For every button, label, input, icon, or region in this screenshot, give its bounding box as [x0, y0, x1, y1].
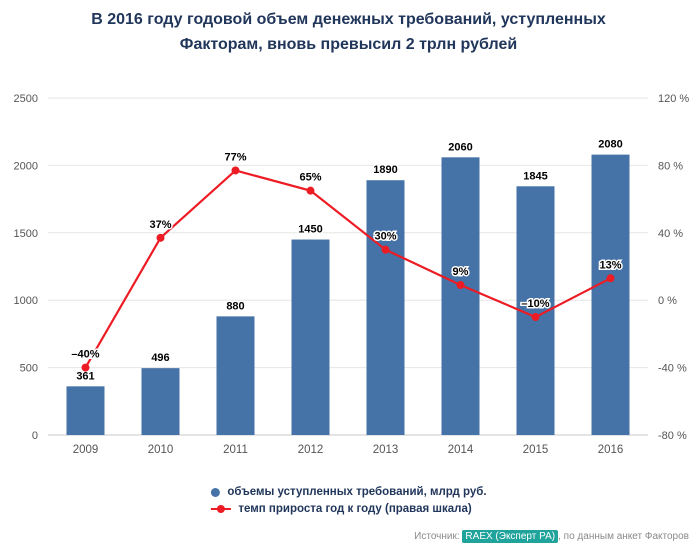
svg-text:496: 496: [151, 352, 169, 364]
svg-text:2080: 2080: [598, 139, 622, 151]
svg-text:77%: 77%: [224, 151, 246, 163]
svg-text:120 %: 120 %: [658, 93, 689, 105]
chart-title-line1: В 2016 году годовой объем денежных требо…: [91, 11, 606, 28]
svg-text:-40 %: -40 %: [658, 363, 687, 375]
svg-text:40 %: 40 %: [658, 228, 683, 240]
svg-text:2015: 2015: [523, 444, 549, 456]
svg-text:2012: 2012: [298, 444, 324, 456]
svg-text:9%: 9%: [453, 266, 469, 278]
svg-text:2500: 2500: [14, 93, 38, 105]
svg-text:37%: 37%: [149, 219, 171, 231]
legend-item-line[interactable]: темп прироста год к году (правая шкала): [210, 503, 486, 515]
legend-item-bars[interactable]: объемы уступленных требований, млрд руб.: [210, 486, 487, 498]
svg-text:80 %: 80 %: [658, 160, 683, 172]
svg-text:2013: 2013: [373, 444, 399, 456]
svg-text:1890: 1890: [373, 164, 397, 176]
svg-text:2014: 2014: [448, 444, 474, 456]
chart-title: В 2016 году годовой объем денежных требо…: [0, 8, 697, 58]
svg-text:–40%: –40%: [71, 349, 99, 361]
svg-text:2016: 2016: [598, 444, 624, 456]
svg-text:2000: 2000: [14, 160, 38, 172]
source-highlight: RAEX (Эксперт РА): [462, 530, 559, 543]
svg-text:65%: 65%: [299, 172, 321, 184]
svg-text:0 %: 0 %: [658, 295, 677, 307]
svg-text:2009: 2009: [73, 444, 99, 456]
svg-text:500: 500: [20, 363, 38, 375]
line-series-marker-icon: [210, 505, 231, 514]
svg-text:–10%: –10%: [521, 298, 549, 310]
source-suffix: , по данным анкет Факторов: [558, 531, 689, 542]
source-note: Источник: RAEX (Эксперт РА), по данным а…: [414, 530, 689, 543]
legend-item-line-label: темп прироста год к году (правая шкала): [238, 503, 472, 515]
legend-item-bars-label: объемы уступленных требований, млрд руб.: [227, 486, 487, 498]
chart-title-line2: Факторам, вновь превысил 2 трлн рублей: [179, 35, 518, 53]
svg-text:30%: 30%: [374, 231, 396, 243]
svg-text:1450: 1450: [298, 224, 322, 236]
svg-text:880: 880: [226, 300, 244, 312]
svg-text:1000: 1000: [14, 295, 38, 307]
svg-text:2060: 2060: [448, 141, 472, 153]
source-prefix: Источник:: [414, 531, 463, 542]
svg-text:1845: 1845: [523, 170, 547, 182]
svg-text:1500: 1500: [14, 228, 38, 240]
svg-text:13%: 13%: [599, 259, 621, 271]
svg-text:0: 0: [32, 430, 38, 442]
bar-series-marker-icon: [210, 487, 220, 497]
svg-text:-80 %: -80 %: [658, 430, 687, 442]
combo-bar-line-chart: 0 500 1000 1500 2000 2500 -80 % -40 % 0 % 40 % 80 …: [14, 93, 690, 456]
chart-legend: объемы уступленных требований, млрд руб.…: [210, 486, 487, 520]
svg-text:2011: 2011: [223, 444, 248, 456]
svg-text:2010: 2010: [148, 444, 174, 456]
svg-text:361: 361: [76, 370, 94, 382]
